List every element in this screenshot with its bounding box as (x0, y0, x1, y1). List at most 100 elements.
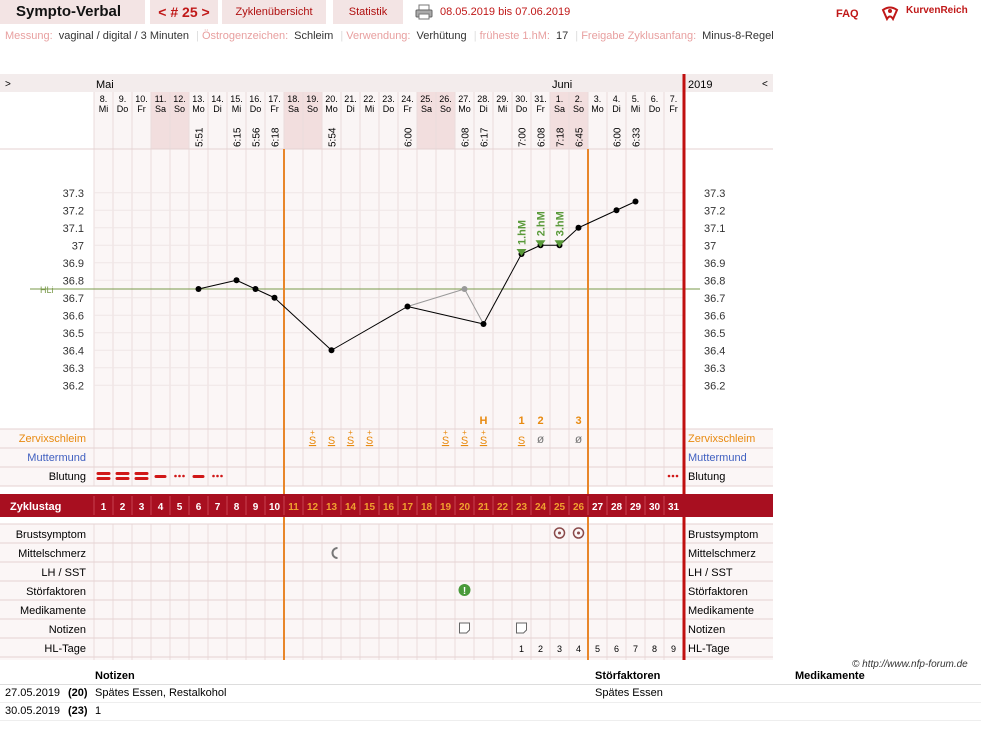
weekday-label: Sa (155, 104, 166, 114)
date-label: 27. (458, 94, 471, 104)
cycle-day-bar (0, 494, 773, 517)
date-label: 3. (594, 94, 602, 104)
date-label: 4. (613, 94, 621, 104)
row-label-breast: Brustsymptom (16, 529, 86, 541)
weekday-label: So (573, 104, 584, 114)
temp-segment (331, 306, 408, 351)
date-label: 31. (534, 94, 547, 104)
high-measurement-label: 1.hM (517, 220, 529, 245)
temp-segment (578, 209, 617, 229)
bleeding-spot (174, 474, 177, 478)
row-label-hl_days: HL-Tage (688, 643, 730, 655)
ytick-right: 36.9 (704, 258, 725, 270)
temp-segment (521, 244, 541, 255)
ytick-left: 37.2 (63, 205, 84, 217)
weekday-label: Fr (669, 104, 678, 114)
nav-next-arrow[interactable]: < (762, 79, 768, 90)
nav-prev-arrow[interactable]: > (5, 79, 11, 90)
hl-day-number: 7 (633, 644, 638, 654)
temp-point (195, 286, 202, 292)
measurement-time: 5:56 (252, 127, 263, 147)
high-measurement-marker (535, 240, 546, 248)
mucus-plus: + (462, 428, 467, 437)
weekday-label: Mi (232, 104, 242, 114)
setting-value: 17 (555, 30, 569, 42)
row-divider (0, 720, 981, 721)
ytick-right: 37.1 (704, 223, 725, 235)
breast-symptom-icon (572, 527, 585, 539)
measurement-time: 6:18 (271, 127, 282, 147)
row-label-mittelschmerz: Mittelschmerz (688, 548, 756, 560)
temp-segment (236, 279, 256, 290)
mucus-symbol: S (461, 435, 468, 447)
date-label: 23. (382, 94, 395, 104)
date-label: 16. (249, 94, 262, 104)
date-label: 29. (496, 94, 509, 104)
weekend-column (436, 92, 455, 149)
weekend-column (569, 92, 588, 149)
cycle-day-number: 30 (649, 502, 661, 513)
breast-symptom-icon-dot (577, 531, 580, 535)
weekday-label: Di (612, 104, 621, 114)
measurement-time: 6:45 (575, 127, 586, 147)
breast-symptom-icon-dot (558, 531, 561, 535)
cycle-day-number: 24 (535, 502, 547, 513)
cycle-day-number: 8 (234, 502, 240, 513)
cycle-nav[interactable]: < # 25 > (150, 0, 218, 24)
weekday-label: Fr (137, 104, 146, 114)
weekend-column (284, 92, 303, 149)
weekday-label: So (307, 104, 318, 114)
tab-cycle-overview[interactable]: Zyklenübersicht (222, 0, 326, 24)
mucus-symbol: S (309, 435, 316, 447)
hl-day-number: 2 (538, 644, 543, 654)
date-label: 15. (230, 94, 243, 104)
weekday-label: Do (117, 104, 129, 114)
date-label: 21. (344, 94, 357, 104)
month-row-bg (0, 74, 773, 92)
excluded-temp-point (461, 286, 468, 292)
date-range: 08.05.2019 bis 07.06.2019 (440, 6, 571, 18)
date-label: 8. (100, 94, 108, 104)
date-label: 28. (477, 94, 490, 104)
cycle-day-number: 22 (497, 502, 509, 513)
month-label: Mai (96, 79, 114, 91)
cycle-day-number: 12 (307, 502, 319, 513)
mucus-symbol: S (366, 435, 373, 447)
date-label: 26. (439, 94, 452, 104)
row-label-cervix: Muttermund (27, 452, 86, 464)
peak-marker: 3 (575, 415, 581, 427)
bleeding-spot (220, 474, 223, 478)
mucus-dry: ø (537, 432, 545, 446)
row-label-lh: LH / SST (688, 567, 733, 579)
mucus-plus: + (481, 428, 486, 437)
bleeding-medium (154, 475, 167, 478)
date-label: 14. (211, 94, 224, 104)
disruption-icon-mark: ! (463, 586, 466, 597)
tab-statistics[interactable]: Statistik (333, 0, 403, 24)
note-icon (516, 622, 527, 634)
month-label: Juni (552, 79, 572, 91)
mucus-plus: + (310, 428, 315, 437)
separator: | (192, 30, 202, 42)
peak-marker: 1 (518, 415, 524, 427)
ytick-left: 36.3 (63, 363, 84, 375)
ytick-right: 37.3 (704, 188, 725, 200)
bleeding-spot (178, 474, 181, 478)
mucus-plus: + (367, 428, 372, 437)
weekday-label: Mo (591, 104, 604, 114)
print-icon[interactable] (415, 4, 433, 20)
weekday-label: Sa (554, 104, 565, 114)
cycle-day-number: 4 (158, 502, 164, 513)
weekday-label: Sa (421, 104, 432, 114)
measurement-time: 5:51 (195, 127, 206, 147)
ytick-left: 37 (72, 240, 84, 252)
cycle-day-number: 19 (440, 502, 452, 513)
weekday-label: Mo (325, 104, 338, 114)
bleeding-heavy (134, 472, 149, 475)
ytick-right: 37 (704, 240, 716, 252)
measurement-time: 7:18 (556, 127, 567, 147)
temp-point (271, 294, 278, 301)
faq-link[interactable]: FAQ (836, 8, 859, 20)
ytick-right: 36.5 (704, 328, 725, 340)
logo-text[interactable]: KurvenReich (906, 5, 968, 16)
